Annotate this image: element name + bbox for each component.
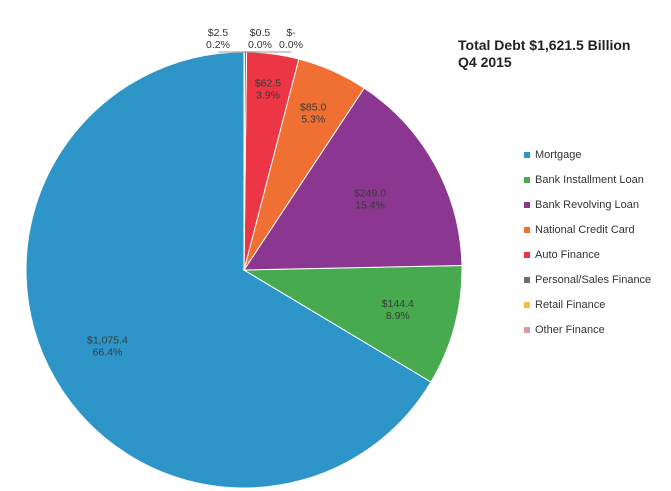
percent-label-other-finance: 0.0%: [279, 39, 303, 51]
value-label-mortgage: $1,075.4: [87, 334, 128, 346]
legend-item-national-credit-card: National Credit Card: [524, 217, 651, 242]
value-label-retail-finance: $0.5: [250, 27, 271, 39]
legend-swatch: [524, 151, 530, 158]
legend-label: National Credit Card: [535, 223, 635, 236]
legend-item-other-finance: Other Finance: [524, 317, 651, 342]
value-label-bank-revolving-loan: $249.0: [354, 188, 386, 200]
legend: Mortgage Bank Installment Loan Bank Revolv…: [524, 142, 651, 342]
legend-item-auto-finance: Auto Finance: [524, 242, 651, 267]
legend-item-bank-installment-loan: Bank Installment Loan: [524, 167, 651, 192]
legend-label: Bank Revolving Loan: [535, 198, 639, 211]
chart-subtitle: Q4 2015: [458, 54, 512, 70]
percent-label-mortgage: 66.4%: [93, 346, 123, 358]
slice-labels: $1,075.466.4% $144.48.9% $249.015.4% $85.05…: [87, 27, 414, 358]
legend-item-personal-sales-finance: Personal/Sales Finance: [524, 267, 651, 292]
value-label-personal-sales-finance: $2.5: [208, 27, 229, 39]
legend-swatch: [524, 326, 530, 333]
legend-label: Bank Installment Loan: [535, 173, 644, 186]
legend-swatch: [524, 301, 530, 308]
percent-label-bank-installment-loan: 8.9%: [386, 310, 410, 322]
value-label-bank-installment-loan: $144.4: [382, 298, 414, 310]
legend-label: Personal/Sales Finance: [535, 273, 652, 286]
legend-item-bank-revolving-loan: Bank Revolving Loan: [524, 192, 651, 217]
value-label-auto-finance: $62.5: [255, 78, 281, 90]
percent-label-retail-finance: 0.0%: [248, 39, 272, 51]
value-label-other-finance: $-: [286, 27, 296, 39]
legend-label: Retail Finance: [535, 298, 606, 311]
legend-item-mortgage: Mortgage: [524, 142, 651, 167]
legend-swatch: [524, 251, 530, 258]
value-label-national-credit-card: $85.0: [300, 102, 326, 114]
legend-swatch: [524, 226, 530, 233]
legend-label: Mortgage: [535, 148, 582, 161]
percent-label-personal-sales-finance: 0.2%: [206, 39, 230, 51]
legend-item-retail-finance: Retail Finance: [524, 292, 651, 317]
legend-label: Other Finance: [535, 323, 605, 336]
percent-label-auto-finance: 3.9%: [256, 90, 280, 102]
pie-slices: [25, 51, 463, 489]
legend-label: Auto Finance: [535, 248, 600, 261]
chart-title-block: Total Debt $1,621.5 Billion Q4 2015: [458, 37, 630, 71]
slice-mortgage: [25, 51, 432, 489]
slice-bank-installment-loan: [242, 264, 463, 383]
percent-label-bank-revolving-loan: 15.4%: [355, 200, 385, 212]
legend-swatch: [524, 276, 530, 283]
legend-swatch: [524, 176, 530, 183]
legend-swatch: [524, 201, 530, 208]
chart-title: Total Debt $1,621.5 Billion: [458, 37, 631, 53]
percent-label-national-credit-card: 5.3%: [301, 114, 325, 126]
slice-bank-revolving-loan: [243, 87, 463, 271]
